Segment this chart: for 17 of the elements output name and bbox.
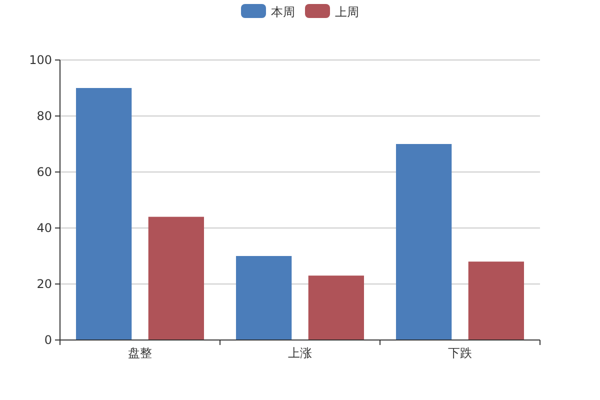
y-tick-label: 40 [36, 221, 52, 235]
y-tick-label: 20 [36, 277, 52, 291]
legend-label: 本周 [271, 5, 295, 19]
y-tick-label: 60 [36, 165, 52, 179]
legend-label: 上周 [335, 5, 359, 19]
bar [236, 256, 292, 340]
bar [148, 216, 204, 340]
bar [76, 88, 132, 340]
y-tick-label: 100 [29, 53, 52, 67]
y-tick-label: 80 [36, 109, 52, 123]
bar [468, 262, 524, 340]
x-tick-label: 上涨 [288, 346, 312, 360]
x-tick-label: 盘整 [128, 346, 152, 360]
x-tick-label: 下跌 [448, 346, 472, 360]
y-tick-label: 0 [44, 333, 52, 347]
bar [308, 276, 364, 340]
bar [396, 144, 452, 340]
